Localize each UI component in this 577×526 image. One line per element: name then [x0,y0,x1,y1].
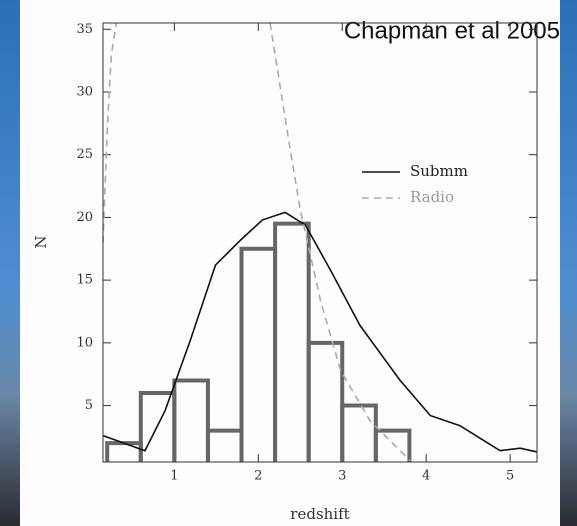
line-series [102,22,411,462]
y-tick-label: 35 [76,22,93,37]
x-tick-label: 2 [254,469,262,484]
x-tick-label: 3 [338,469,346,484]
histogram-bar [172,378,210,462]
y-tick-label: 5 [85,398,93,413]
y-axis-label: N [32,235,50,248]
histogram-bar [306,340,345,462]
x-tick-label: 5 [506,469,514,484]
x-tick-label: 1 [170,469,178,484]
line-series [102,211,538,453]
annotation: Chapman et al 2005 [344,17,560,44]
x-tick-label: 4 [422,469,430,484]
y-tick-label: 10 [76,335,93,350]
y-tick-label: 25 [76,147,93,162]
y-tick-label: 20 [76,210,93,225]
legend-label: Radio [410,188,454,206]
chart-panel [20,0,560,526]
x-axis-label: redshift [290,505,349,523]
y-tick-label: 15 [76,273,93,288]
histogram-bar [373,428,412,462]
plot-frame [102,22,538,463]
legend-label: Submm [410,162,468,180]
y-tick-label: 30 [76,84,93,99]
